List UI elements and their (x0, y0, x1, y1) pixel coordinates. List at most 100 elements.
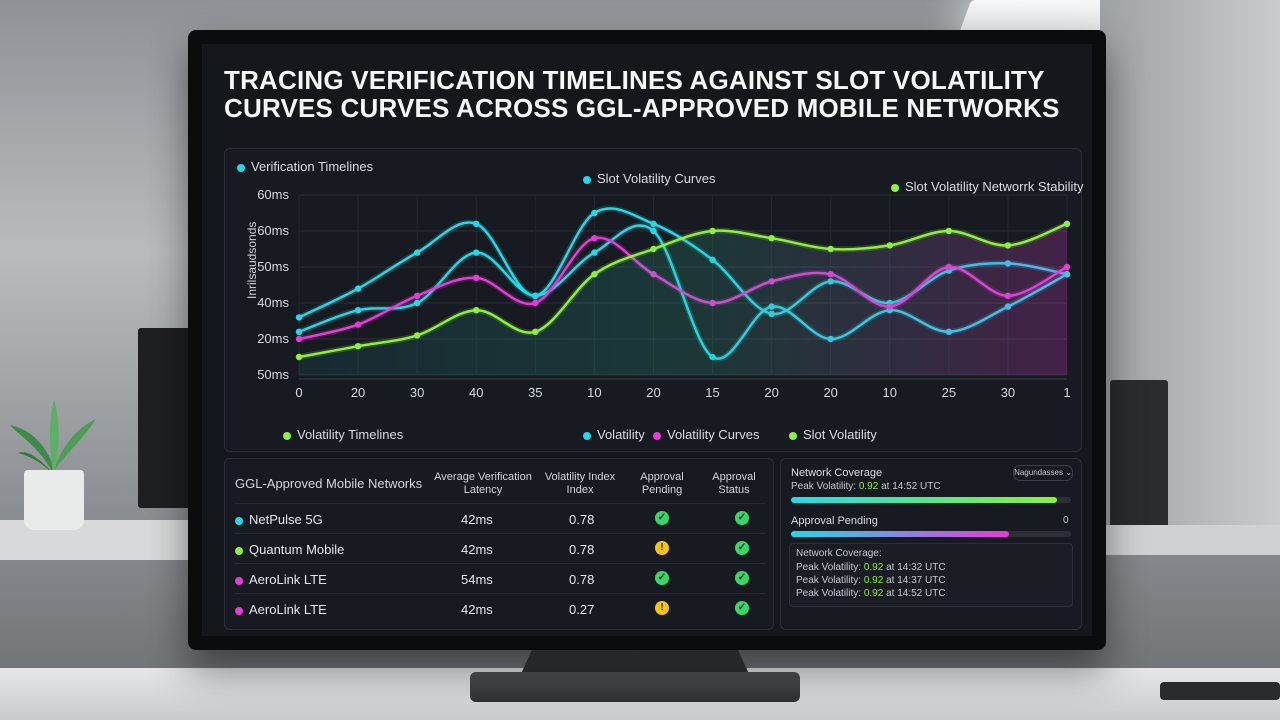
network-name: AeroLink LTE (235, 602, 327, 617)
column-header-approval-status: Approval Status (712, 471, 756, 496)
dropdown-label: Nagundasses (1014, 468, 1063, 477)
data-point (413, 332, 421, 339)
network-name: AeroLink LTE (235, 572, 327, 587)
network-name: NetPulse 5G (235, 512, 323, 527)
peak-value: 0.92 (863, 562, 884, 573)
approval-pending-badge: 0 (1063, 515, 1069, 526)
x-tick-label: 0 (295, 385, 302, 400)
peak-suffix: at 14:32 UTC (886, 562, 946, 573)
x-tick-label: 10 (883, 385, 897, 400)
check-icon: ✓ (735, 541, 749, 555)
legend-item-volatility[interactable]: Volatility (583, 427, 645, 442)
index-cell: 0.78 (569, 572, 595, 587)
data-point (591, 249, 598, 256)
latency-cell: 42ms (461, 512, 493, 527)
peak-value: 0.92 (858, 481, 879, 492)
warning-icon: ! (655, 541, 669, 555)
approval-pending-label: Approval Pending (791, 515, 878, 527)
legend-dot (583, 175, 591, 184)
peak-suffix: at 14:52 UTC (886, 588, 946, 599)
legend-item-verification-timelines[interactable]: Verification Timelines (237, 159, 373, 174)
latency-cell: 54ms (461, 572, 493, 587)
coverage-label: Network Coverage (791, 467, 883, 479)
column-header-approval-pending: Approval Pending (640, 471, 684, 496)
phone (1160, 682, 1280, 700)
index-cell: 0.78 (569, 542, 595, 557)
legend-item-slot-volatility[interactable]: Slot Volatility (789, 427, 877, 442)
x-tick-label: 30 (410, 385, 424, 400)
x-tick-label: 10 (587, 385, 601, 400)
legend-dot (583, 431, 591, 440)
network-name-label: AeroLink LTE (249, 572, 327, 587)
legend-dot (237, 163, 245, 172)
data-point (709, 227, 716, 235)
dashboard-screen: TRACING VERIFICATION TIMELINES AGAINST S… (202, 44, 1092, 636)
data-point (473, 274, 480, 281)
networks-table: GGL-Approved Mobile Networks Average Ver… (224, 458, 774, 630)
chart-panel: Verification Timelines Slot Volatility C… (224, 148, 1083, 452)
table-row[interactable]: Quantum Mobile 42ms 0.78 ! ✓ (235, 533, 765, 564)
y-tick-label: 40ms (257, 295, 289, 310)
data-point (1004, 242, 1012, 249)
network-name-label: AeroLink LTE (249, 602, 327, 617)
latency-cell: 42ms (461, 602, 493, 617)
x-tick-label: 20 (646, 385, 660, 400)
monitor-stand-base (470, 672, 800, 702)
pending-progress-bar (791, 531, 1071, 537)
data-point (354, 321, 362, 328)
legend-label: Slot Volatility Curves (597, 171, 716, 186)
x-tick-label: 40 (469, 385, 483, 400)
x-tick-label: 35 (528, 385, 542, 400)
legend-label: Volatility Timelines (297, 427, 404, 442)
column-header-network: GGL-Approved Mobile Networks (235, 476, 423, 491)
peak-suffix: at 14:37 UTC (886, 575, 946, 586)
peak-prefix: Peak Volatility: (791, 481, 857, 492)
data-point (295, 353, 303, 361)
data-point (532, 328, 539, 335)
legend-item-network-stability[interactable]: Slot Volatility Networrk Stability (891, 179, 1083, 194)
data-point (473, 220, 480, 227)
pending-progress-fill (791, 531, 1010, 537)
network-coverage-panel: Network Coverage Nagundasses ⌄ Peak Vola… (780, 458, 1082, 630)
y-tick-label: 60ms (257, 223, 289, 238)
x-tick-label: 20 (823, 385, 837, 400)
data-point (650, 220, 657, 227)
plant-pot (24, 470, 84, 530)
peak-value: 0.92 (863, 588, 884, 599)
legend-item-volatility-timelines[interactable]: Volatility Timelines (283, 427, 403, 442)
index-cell: 0.27 (569, 602, 595, 617)
peak-volatility-line: Peak Volatility: 0.92 at 14:32 UTC (796, 562, 946, 573)
table-row[interactable]: AeroLink LTE 42ms 0.27 ! ✓ (235, 593, 765, 624)
data-point (354, 285, 362, 292)
legend-label: Verification Timelines (251, 159, 374, 174)
page-title: TRACING VERIFICATION TIMELINES AGAINST S… (224, 65, 1060, 123)
y-tick-label: 60ms (257, 187, 289, 202)
table-row[interactable]: NetPulse 5G 42ms 0.78 ✓ ✓ (235, 503, 765, 534)
data-point (413, 249, 421, 256)
legend-label: Slot Volatility (803, 427, 877, 442)
line-chart: 60ms 60ms 50ms 40ms 20ms 50ms 0 20 30 40 35 10 20 15 2… (257, 187, 1070, 400)
check-icon: ✓ (655, 511, 669, 525)
column-header-volatility-index: Volatility Index Index (544, 471, 616, 496)
data-point (354, 343, 362, 350)
legend-dot (789, 431, 797, 440)
table-row[interactable]: AeroLink LTE 54ms 0.78 ✓ ✓ (235, 563, 765, 594)
plant-icon (10, 399, 96, 473)
data-point (413, 299, 421, 307)
check-icon: ✓ (735, 571, 749, 585)
x-tick-label: 20 (764, 385, 778, 400)
legend-label: Volatility (597, 427, 645, 442)
legend-label: Volatility Curves (667, 427, 760, 442)
legend-label: Slot Volatility Networrk Stability (905, 179, 1084, 194)
legend-item-slot-volatility-curves[interactable]: Slot Volatility Curves (583, 171, 716, 186)
legend-item-volatility-curves[interactable]: Volatility Curves (653, 427, 759, 442)
chevron-down-icon: ⌄ (1065, 468, 1072, 477)
data-point (591, 235, 598, 242)
background-monitor (1110, 380, 1168, 530)
coverage-dropdown[interactable]: Nagundasses ⌄ (1013, 465, 1073, 481)
peak-volatility-line: Peak Volatility: 0.92 at 14:52 UTC (791, 481, 941, 492)
data-point (413, 292, 421, 299)
peak-volatility-line: Peak Volatility: 0.92 at 14:52 UTC (796, 588, 946, 599)
network-name: Quantum Mobile (235, 542, 344, 557)
y-tick-label: 50ms (257, 367, 289, 382)
